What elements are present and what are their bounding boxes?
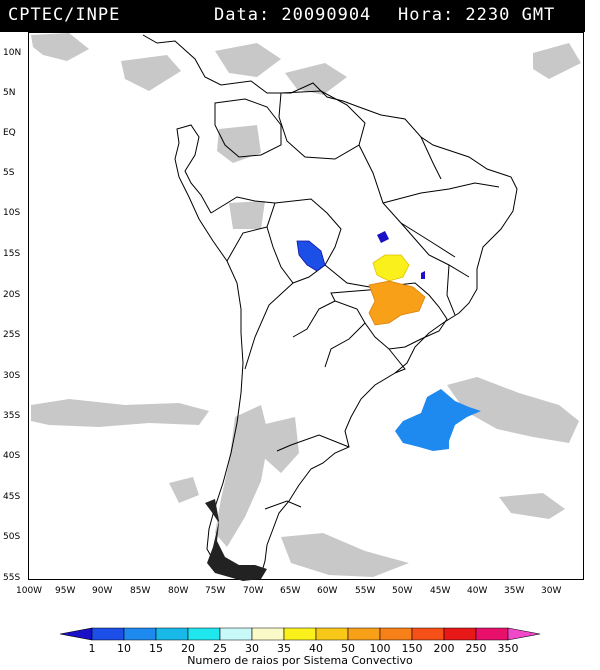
cloud-layer [31,33,581,577]
legend-tick-label: 35 [277,642,291,655]
lon-label: 65W [280,586,301,596]
legend-color-cell [155,627,189,641]
lat-label: 45S [3,492,21,502]
legend-tick-label: 30 [245,642,259,655]
lon-label: 80W [168,586,189,596]
lon-label: 40W [467,586,488,596]
system-central-brazil [377,231,389,243]
legend-color-cell [475,627,509,641]
legend-color-cell [315,627,349,641]
lon-label: 70W [243,586,264,596]
legend-color-cell [507,627,541,641]
legend-color-cell [187,627,221,641]
legend-color-cell [91,627,125,641]
legend-tick-label: 20 [181,642,195,655]
lat-label: 20S [3,290,21,300]
lon-label: 35W [504,586,525,596]
system-sao-paulo [368,280,426,326]
legend-colorbar: 1 10 15 20 25 30 35 40 50 100 150 200 250 350 [59,627,541,655]
system-atlantic [395,389,481,451]
legend-color-cell [59,627,93,641]
lon-label: 30W [541,586,562,596]
legend-tick-label: 250 [466,642,487,655]
system-small-east [421,271,425,279]
legend-color-cell [123,627,157,641]
lon-label: 85W [130,586,151,596]
lat-label: 50S [3,532,21,542]
lon-label: 60W [317,586,338,596]
date-label: Data: 20090904 [214,5,372,25]
convective-systems [296,231,481,451]
coastline-layer [142,34,518,578]
lat-label: 30S [3,371,21,381]
system-goias [372,254,410,282]
legend-color-cell [411,627,445,641]
legend-tick-label: 10 [117,642,131,655]
lat-label: 10N [3,48,22,58]
map-frame [28,32,584,581]
lat-label: 15S [3,249,21,259]
legend-tick-label: 350 [498,642,519,655]
lon-label: 45W [430,586,451,596]
legend-tick-label: 1 [89,642,96,655]
lat-label: 40S [3,451,21,461]
map-canvas [31,33,581,581]
title-bar: CPTEC/INPE Data: 20090904 Hora: 2230 GMT [0,0,585,32]
lat-label: 5S [3,168,15,178]
system-bolivia [296,240,326,272]
legend-tick-label: 100 [370,642,391,655]
lat-label: 5N [3,88,16,98]
legend-tick-label: 15 [149,642,163,655]
legend-tick-label: 150 [402,642,423,655]
lat-label: EQ [3,128,16,138]
lon-label: 95W [55,586,76,596]
lat-label: 10S [3,208,21,218]
southern-archipelago [205,499,267,581]
legend-color-cell [219,627,253,641]
legend-title: Numero de raios por Sistema Convectivo [187,654,413,667]
lon-label: 75W [205,586,226,596]
legend-tick-label: 40 [309,642,323,655]
lat-label: 25S [3,330,21,340]
time-label: Hora: 2230 GMT [398,5,556,25]
legend-color-cell [347,627,381,641]
legend-color-cell [251,627,285,641]
lon-label: 55W [355,586,376,596]
lon-label: 50W [392,586,413,596]
legend-color-cell [379,627,413,641]
lon-label: 100W [16,586,43,596]
legend-tick-label: 25 [213,642,227,655]
legend-color-cell [283,627,317,641]
legend-tick-label: 200 [434,642,455,655]
lon-label: 90W [92,586,113,596]
legend-color-cell [443,627,477,641]
lat-label: 35S [3,411,21,421]
lat-label: 55S [3,573,21,583]
source-label: CPTEC/INPE [8,5,121,25]
legend-tick-label: 50 [341,642,355,655]
